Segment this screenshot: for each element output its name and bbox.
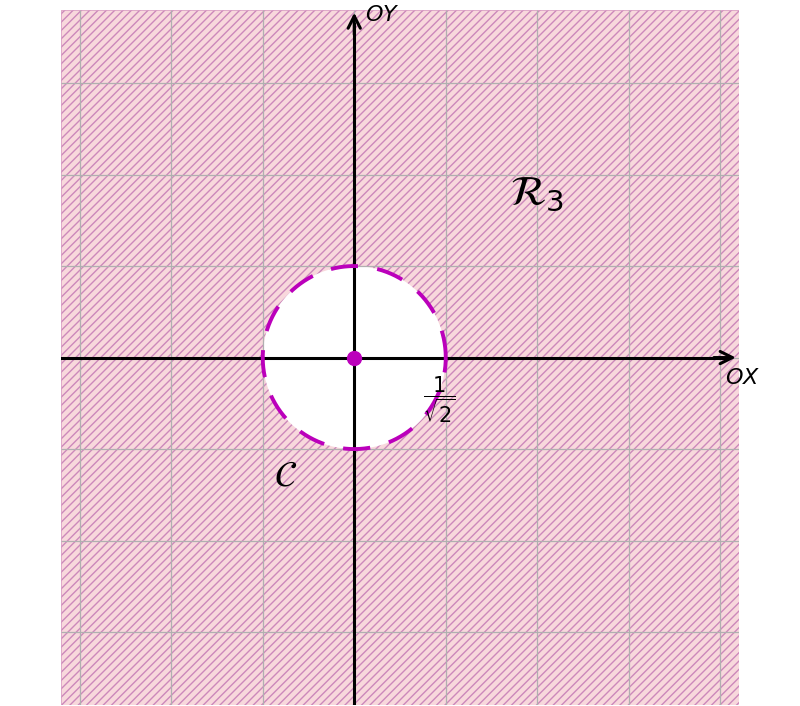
Circle shape [262, 266, 446, 449]
Text: $OX$: $OX$ [725, 366, 760, 389]
Text: $\mathcal{R}_3$: $\mathcal{R}_3$ [510, 172, 564, 214]
Text: $\mathcal{C}$: $\mathcal{C}$ [274, 460, 297, 493]
Text: $OY$: $OY$ [366, 4, 400, 26]
Point [348, 352, 361, 363]
Text: $\dfrac{1}{\sqrt{2}}$: $\dfrac{1}{\sqrt{2}}$ [423, 374, 456, 425]
